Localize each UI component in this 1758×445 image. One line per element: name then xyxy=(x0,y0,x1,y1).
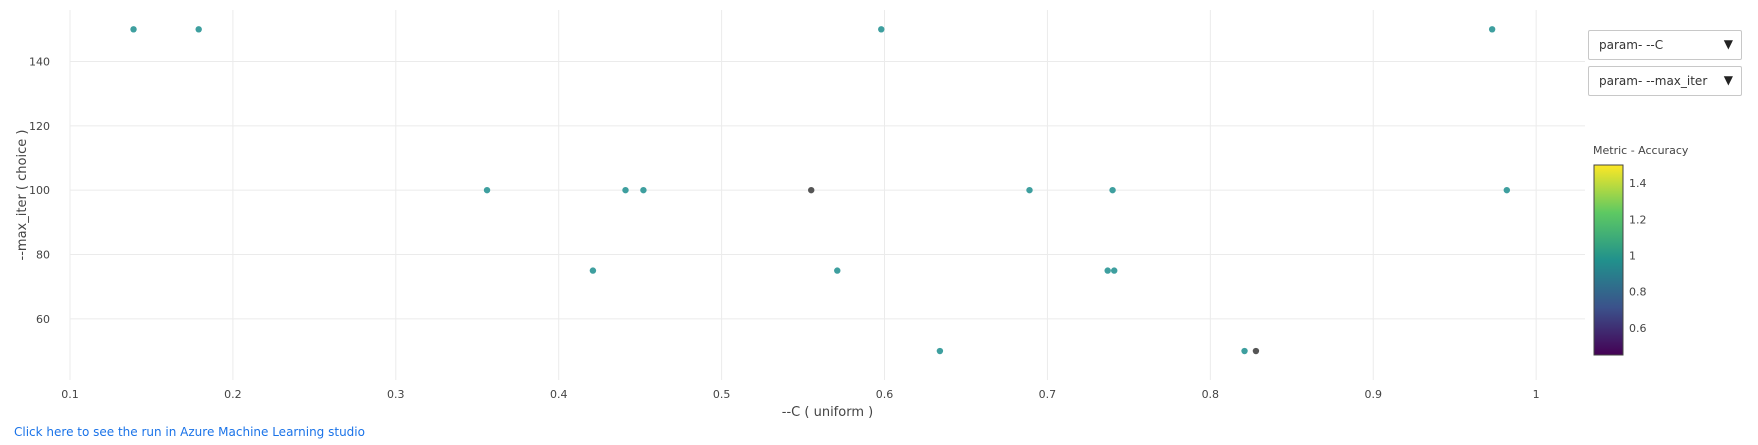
data-point[interactable] xyxy=(1241,347,1248,355)
x-axis-ticks: 0.1 0.2 0.3 0.4 0.5 0.6 0.7 0.8 0.9 1 xyxy=(61,388,1539,401)
x-param-select-value: param- --C xyxy=(1599,38,1664,52)
azure-studio-link[interactable]: Click here to see the run in Azure Machi… xyxy=(14,425,365,439)
x-tick-label: 0.2 xyxy=(224,388,242,401)
x-tick-label: 0.1 xyxy=(61,388,79,401)
colorbar-tick-label: 0.8 xyxy=(1629,286,1647,299)
grid-lines xyxy=(69,10,1585,380)
x-param-select[interactable]: param- --C ▼ xyxy=(1588,30,1742,60)
data-point[interactable] xyxy=(622,186,629,194)
y-axis-title: --max_iter ( choice ) xyxy=(15,130,30,261)
colorbar-tick-label: 0.6 xyxy=(1629,322,1647,335)
data-points[interactable] xyxy=(130,26,1511,355)
y-param-select-value: param- --max_iter xyxy=(1599,74,1708,88)
x-tick-label: 0.6 xyxy=(876,388,894,401)
data-point[interactable] xyxy=(1503,186,1511,194)
x-axis-title: --C ( uniform ) xyxy=(782,405,873,420)
colorbar xyxy=(1593,164,1624,356)
chevron-down-icon: ▼ xyxy=(1723,73,1733,87)
y-tick-label: 60 xyxy=(36,313,50,326)
x-tick-label: 0.3 xyxy=(387,388,405,401)
data-point[interactable] xyxy=(483,186,491,194)
data-point[interactable] xyxy=(936,347,944,355)
x-tick-label: 0.9 xyxy=(1364,388,1382,401)
data-point[interactable] xyxy=(878,26,885,33)
y-param-select[interactable]: param- --max_iter ▼ xyxy=(1588,66,1742,96)
y-tick-label: 100 xyxy=(29,184,50,197)
colorbar-tick-label: 1 xyxy=(1629,249,1636,262)
data-point[interactable] xyxy=(1488,26,1496,33)
data-point[interactable] xyxy=(640,186,647,194)
y-tick-label: 140 xyxy=(29,55,50,68)
y-tick-label: 120 xyxy=(29,120,50,133)
colorbar-tick-label: 1.2 xyxy=(1629,213,1647,226)
x-tick-label: 0.5 xyxy=(713,388,731,401)
x-tick-label: 1 xyxy=(1533,388,1540,401)
colorbar-tick-label: 1.4 xyxy=(1629,177,1647,190)
x-tick-label: 0.7 xyxy=(1039,388,1057,401)
data-point[interactable] xyxy=(130,26,137,33)
colorbar-ticks: 0.6 0.8 1 1.2 1.4 xyxy=(1629,177,1647,335)
data-point[interactable] xyxy=(195,26,202,33)
data-point[interactable] xyxy=(1252,347,1260,355)
data-point[interactable] xyxy=(834,267,841,274)
chevron-down-icon: ▼ xyxy=(1723,37,1733,51)
y-axis-ticks: 60 80 100 120 140 xyxy=(29,55,50,325)
data-point[interactable] xyxy=(1109,186,1116,194)
data-point[interactable] xyxy=(1111,267,1118,274)
data-point[interactable] xyxy=(1026,186,1033,194)
colorbar-title: Metric - Accuracy xyxy=(1593,144,1689,157)
x-tick-label: 0.8 xyxy=(1202,388,1220,401)
x-tick-label: 0.4 xyxy=(550,388,568,401)
data-point[interactable] xyxy=(808,186,815,194)
data-point[interactable] xyxy=(1104,267,1111,274)
y-tick-label: 80 xyxy=(36,249,50,262)
data-point[interactable] xyxy=(589,267,597,274)
